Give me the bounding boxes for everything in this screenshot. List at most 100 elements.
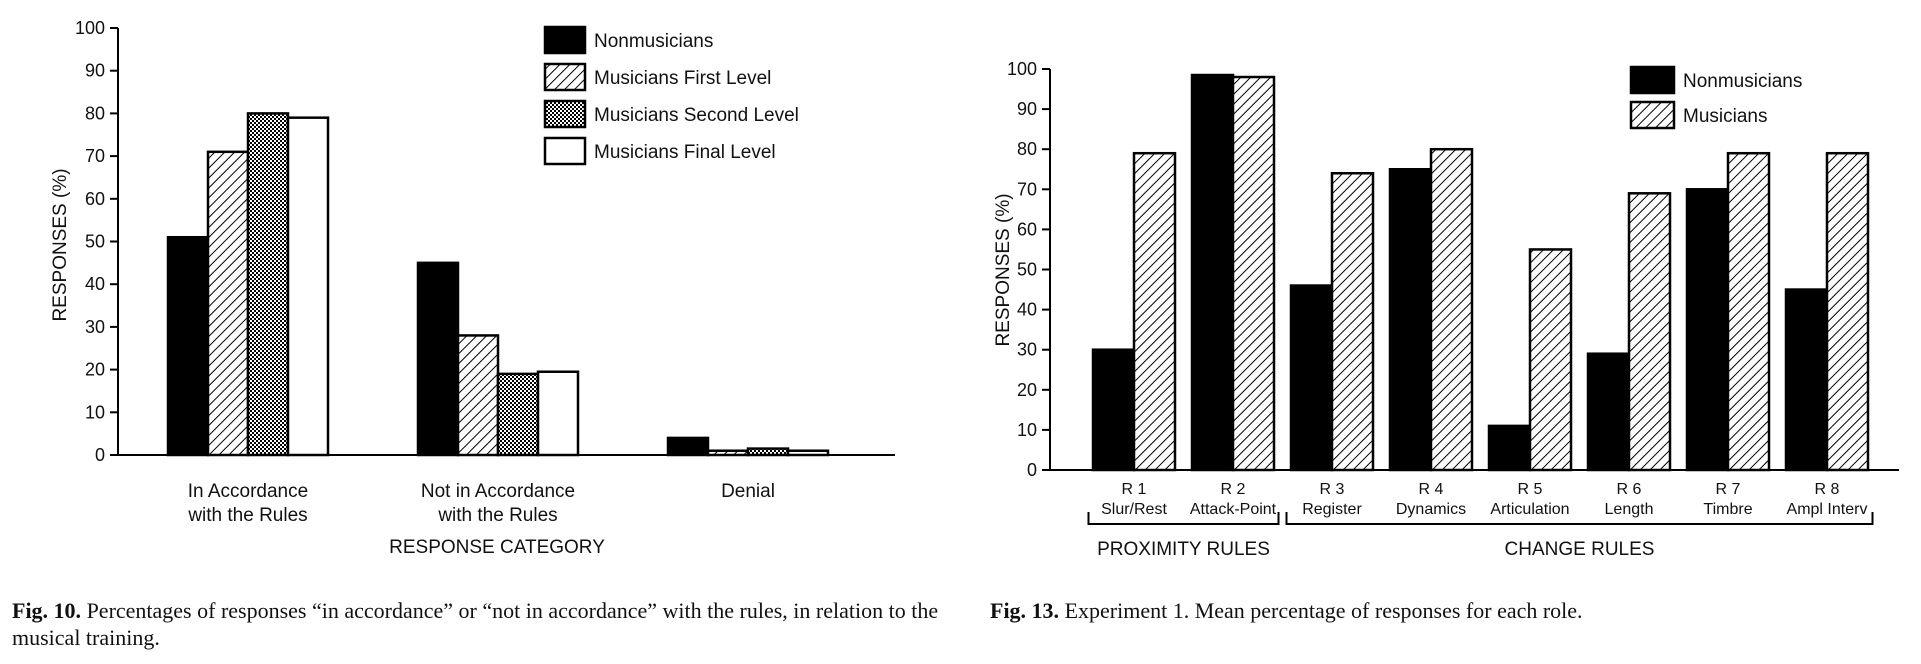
fig10-legend-swatch: [543, 25, 587, 55]
fig13-y-tick-label: 10: [1017, 420, 1037, 440]
fig13-category-labels: R 1 Slur/Rest R 2 Attack-Point R 3 Register R …: [1101, 481, 1867, 518]
fig10-bar: [286, 116, 330, 457]
fig10-y-tick-label: 40: [85, 274, 105, 294]
fig13-bar: [1726, 151, 1771, 472]
fig10-y-tick-label: 20: [85, 360, 105, 380]
fig10-y-tick-label: 10: [85, 402, 105, 422]
fig10-legend-label: Musicians Second Level: [594, 105, 799, 126]
fig13-category-label: R 6: [1617, 481, 1642, 498]
chart-fig13: 0 10 20 30 40 50 60 70 80 90 100 R 1 Slur/Rest R 2 At…: [993, 59, 1899, 560]
fig10-bar: [786, 449, 830, 457]
fig10-category-label: with the Rules: [187, 505, 307, 526]
fig13-y-tick-label: 50: [1017, 260, 1037, 280]
fig13-category-label: R 8: [1815, 481, 1840, 498]
fig10-y-tick-label: 50: [85, 232, 105, 252]
fig10-category-label: Not in Accordance: [421, 481, 575, 502]
fig13-y-axis-label: RESPONSES (%): [993, 193, 1014, 346]
fig13-category-label: Length: [1605, 501, 1654, 518]
fig10-y-tick-label: 80: [85, 103, 105, 123]
fig10-category-label: with the Rules: [437, 505, 557, 526]
fig13-bar: [1627, 192, 1672, 472]
fig10-legend: Nonmusicians Musicians First Level Musicia…: [543, 25, 799, 166]
fig13-category-label: Articulation: [1490, 501, 1569, 518]
fig13-category-label: Ampl Interv: [1787, 501, 1868, 518]
fig10-legend-label: Nonmusicians: [594, 31, 713, 52]
fig10-bar: [536, 370, 580, 457]
fig10-bar: [456, 334, 500, 457]
fig13-bar: [1132, 151, 1177, 472]
fig10-bar: [496, 372, 540, 457]
fig10-y-tick-label: 70: [85, 146, 105, 166]
fig13-y-tick-label: 70: [1017, 179, 1037, 199]
fig10-category-label: Denial: [721, 481, 775, 502]
fig10-caption-label: Fig. 10.: [12, 598, 82, 623]
fig13-category-label: R 3: [1320, 481, 1345, 498]
fig10-y-axis-label: RESPONSES (%): [50, 168, 71, 321]
fig10-y-tick-label: 30: [85, 317, 105, 337]
fig13-group-bracket: [1285, 512, 1874, 525]
fig10-legend-swatch: [543, 62, 587, 92]
fig10-bar: [416, 261, 460, 457]
fig13-bar: [1528, 248, 1573, 472]
fig13-y-tick-label: 60: [1017, 219, 1037, 239]
fig10-legend-swatch: [543, 99, 587, 129]
fig13-bar: [1388, 168, 1433, 472]
fig13-category-label: R 2: [1221, 481, 1246, 498]
fig13-y-tick-label: 40: [1017, 300, 1037, 320]
fig10-bar: [746, 447, 790, 457]
fig13-category-label: Timbre: [1703, 501, 1752, 518]
fig10-category-label: In Accordance: [188, 481, 308, 502]
fig13-category-label: Dynamics: [1396, 501, 1466, 518]
fig13-bar: [1685, 188, 1730, 472]
fig13-bars: [1091, 73, 1870, 472]
fig13-y-tick-label: 90: [1017, 99, 1037, 119]
fig13-bar: [1289, 284, 1334, 472]
fig13-bar: [1231, 75, 1276, 472]
fig10-caption-text: Percentages of responses “in accordance”…: [12, 598, 939, 650]
fig13-caption-label: Fig. 13.: [990, 598, 1060, 623]
fig13-bar: [1487, 424, 1532, 472]
fig13-bar: [1825, 151, 1870, 472]
fig13-caption: Fig. 13. Experiment 1. Mean percentage o…: [990, 597, 1890, 624]
fig13-category-label: Slur/Rest: [1101, 501, 1167, 518]
fig10-bar: [246, 112, 290, 457]
fig13-legend-swatch: [1629, 65, 1676, 95]
fig13-group-label: CHANGE RULES: [1505, 539, 1655, 560]
fig10-category-labels: In Accordance with the Rules Not in Accord…: [187, 481, 775, 526]
fig13-category-label: R 4: [1419, 481, 1444, 498]
fig13-bar: [1586, 352, 1631, 472]
fig13-legend-swatch: [1629, 100, 1676, 130]
fig13-group-brackets: PROXIMITY RULES CHANGE RULES: [1087, 512, 1874, 560]
fig10-y-tick-label: 100: [75, 18, 105, 38]
fig10-y-tick-label: 90: [85, 61, 105, 81]
fig13-legend-label: Nonmusicians: [1683, 71, 1802, 92]
fig10-legend-swatch: [543, 136, 587, 166]
fig13-bar: [1091, 348, 1136, 472]
fig10-bar: [206, 150, 250, 457]
fig10-x-axis-label: RESPONSE CATEGORY: [389, 537, 605, 558]
fig13-y-tick-label: 0: [1027, 460, 1037, 480]
fig10-bars: [166, 112, 830, 457]
fig13-y-tick-label: 80: [1017, 139, 1037, 159]
fig10-bar: [666, 436, 710, 457]
fig10-y-tick-label: 0: [95, 445, 105, 465]
fig10-y-tick-label: 60: [85, 189, 105, 209]
fig13-y-tick-label: 100: [1007, 59, 1037, 79]
fig13-y-tick-label: 20: [1017, 380, 1037, 400]
fig13-group-bracket: [1087, 512, 1280, 525]
fig13-legend-label: Musicians: [1683, 106, 1767, 127]
fig13-category-label: R 7: [1716, 481, 1741, 498]
chart-fig10: 0 10 20 30 40 50 60 70 80 90 100 In Accordance with…: [50, 18, 895, 558]
fig10-bar: [706, 449, 750, 457]
fig10-caption: Fig. 10. Percentages of responses “in ac…: [12, 597, 962, 651]
fig13-bar: [1429, 147, 1474, 472]
fig10-bar: [166, 235, 210, 457]
fig13-bar: [1330, 172, 1375, 472]
fig13-bar: [1784, 288, 1829, 472]
fig10-legend-label: Musicians First Level: [594, 68, 771, 89]
fig13-caption-text: Experiment 1. Mean percentage of respons…: [1064, 598, 1583, 623]
fig10-legend-label: Musicians Final Level: [594, 142, 776, 163]
fig13-category-label: Attack-Point: [1190, 501, 1277, 518]
fig13-y-tick-label: 30: [1017, 340, 1037, 360]
fig13-legend: Nonmusicians Musicians: [1629, 65, 1802, 130]
